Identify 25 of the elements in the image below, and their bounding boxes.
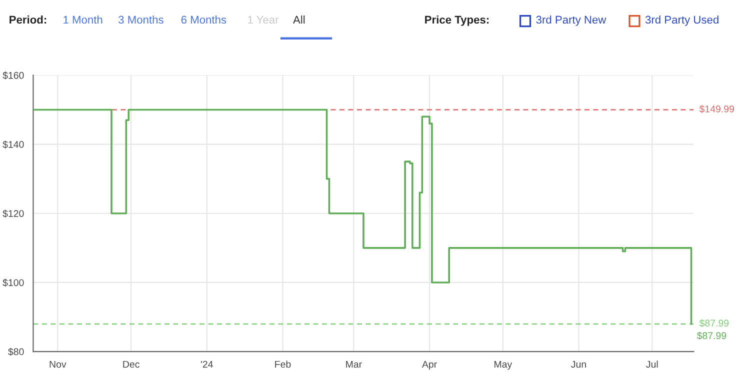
text: Price Types:: [425, 16, 489, 26]
text: 3rd Party New: [536, 16, 606, 26]
y-tick-label: $140: [2, 140, 24, 148]
x-tick-label: Apr: [422, 360, 437, 370]
x-tick-label: Nov: [50, 360, 66, 368]
text: 1 Month: [64, 16, 102, 24]
ref-line-label: $87.99: [699, 319, 729, 328]
text: 3rd Party Used: [645, 16, 718, 26]
x-tick-label: May: [494, 360, 512, 370]
y-tick-label: $80: [8, 348, 24, 356]
x-tick-label: Jun: [571, 360, 586, 368]
y-tick-label: $120: [2, 210, 24, 218]
text: 6 Months: [181, 16, 226, 24]
text: All: [293, 16, 305, 24]
ref-line-label: $149.99: [699, 105, 734, 113]
y-tick-label: $100: [2, 278, 24, 287]
x-tick-label: Jul: [646, 360, 658, 368]
x-tick-label: Dec: [123, 360, 140, 368]
x-tick-label: '24: [201, 360, 213, 368]
x-tick-label: Feb: [275, 360, 291, 368]
x-tick-label: Mar: [346, 360, 362, 368]
y-tick-label: $160: [2, 72, 24, 80]
annotation: $87.99: [696, 332, 726, 340]
text: 3 Months: [118, 16, 164, 24]
text: Period:: [10, 16, 46, 24]
